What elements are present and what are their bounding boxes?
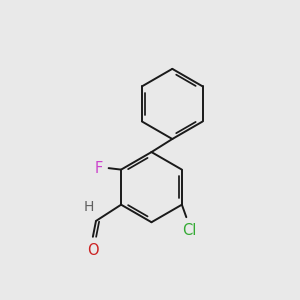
Text: Cl: Cl xyxy=(182,223,196,238)
Text: H: H xyxy=(84,200,94,214)
Text: O: O xyxy=(87,243,99,258)
Text: F: F xyxy=(95,160,103,175)
